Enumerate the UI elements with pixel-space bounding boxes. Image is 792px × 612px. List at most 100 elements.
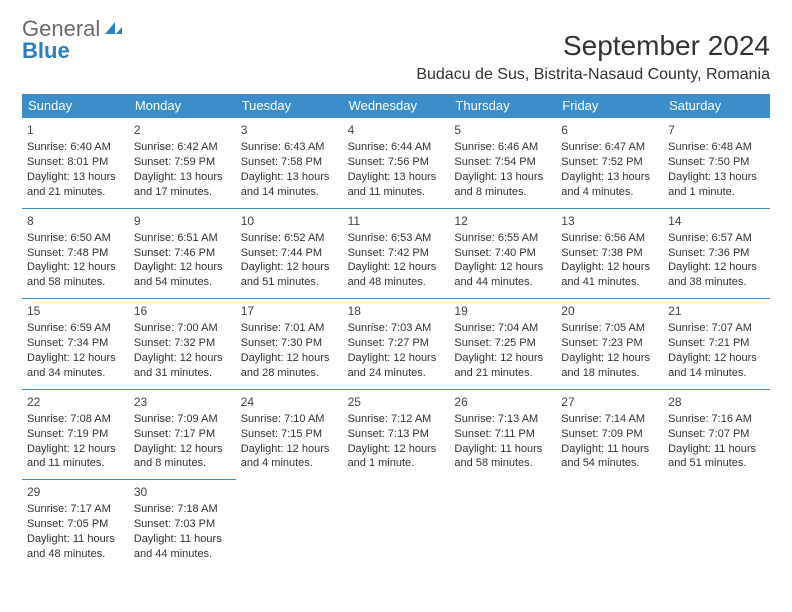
calendar-grid: SundayMondayTuesdayWednesdayThursdayFrid…	[22, 94, 770, 570]
day-number: 7	[668, 122, 765, 138]
sunset-text: Sunset: 7:48 PM	[27, 246, 124, 261]
sunset-text: Sunset: 7:03 PM	[134, 517, 231, 532]
sunrise-text: Sunrise: 6:59 AM	[27, 321, 124, 336]
sunrise-text: Sunrise: 7:13 AM	[454, 412, 551, 427]
sunset-text: Sunset: 7:09 PM	[561, 427, 658, 442]
calendar-cell: 9Sunrise: 6:51 AMSunset: 7:46 PMDaylight…	[129, 208, 236, 299]
day-number: 29	[27, 484, 124, 500]
calendar-cell: 30 Sunrise: 7:18 AMSunset: 7:03 PMDayligh…	[129, 479, 236, 570]
sunset-text: Sunset: 7:11 PM	[454, 427, 551, 442]
sunset-text: Sunset: 7:42 PM	[348, 246, 445, 261]
calendar-cell: 13 Sunrise: 6:56 AMSunset: 7:38 PMDayligh…	[556, 208, 663, 299]
sunrise-text: Sunrise: 6:47 AM	[561, 140, 658, 155]
sunrise-text: Sunrise: 6:42 AM	[134, 140, 231, 155]
page-title: September 2024	[563, 30, 770, 62]
daylight-text: Daylight: 11 hours and 54 minutes.	[561, 442, 658, 472]
sunrise-text: Sunrise: 7:07 AM	[668, 321, 765, 336]
sunset-text: Sunset: 7:21 PM	[668, 336, 765, 351]
logo: General Blue	[22, 18, 123, 62]
day-number: 28	[668, 394, 765, 410]
sunrise-text: Sunrise: 7:05 AM	[561, 321, 658, 336]
sunset-text: Sunset: 7:40 PM	[454, 246, 551, 261]
day-number: 23	[134, 394, 231, 410]
sunset-text: Sunset: 7:59 PM	[134, 155, 231, 170]
sunset-text: Sunset: 7:25 PM	[454, 336, 551, 351]
day-number: 17	[241, 303, 338, 319]
daylight-text: Daylight: 11 hours and 44 minutes.	[134, 532, 231, 562]
sunrise-text: Sunrise: 6:55 AM	[454, 231, 551, 246]
sunset-text: Sunset: 7:38 PM	[561, 246, 658, 261]
daylight-text: Daylight: 12 hours and 41 minutes.	[561, 260, 658, 290]
day-number: 12	[454, 213, 551, 229]
calendar-cell: 29Sunrise: 7:17 AMSunset: 7:05 PMDayligh…	[22, 479, 129, 570]
day-header: Friday	[556, 94, 663, 117]
daylight-text: Daylight: 12 hours and 48 minutes.	[348, 260, 445, 290]
sunset-text: Sunset: 7:32 PM	[134, 336, 231, 351]
sunset-text: Sunset: 7:30 PM	[241, 336, 338, 351]
sunrise-text: Sunrise: 7:09 AM	[134, 412, 231, 427]
sunset-text: Sunset: 7:19 PM	[27, 427, 124, 442]
daylight-text: Daylight: 12 hours and 44 minutes.	[454, 260, 551, 290]
sunset-text: Sunset: 7:23 PM	[561, 336, 658, 351]
day-number: 25	[348, 394, 445, 410]
calendar-cell: 17Sunrise: 7:01 AMSunset: 7:30 PMDayligh…	[236, 298, 343, 389]
sunset-text: Sunset: 7:17 PM	[134, 427, 231, 442]
day-number: 22	[27, 394, 124, 410]
daylight-text: Daylight: 13 hours and 11 minutes.	[348, 170, 445, 200]
daylight-text: Daylight: 12 hours and 14 minutes.	[668, 351, 765, 381]
calendar-cell: 26Sunrise: 7:13 AMSunset: 7:11 PMDayligh…	[449, 389, 556, 480]
logo-text-blue: Blue	[22, 38, 70, 63]
calendar-cell: 4Sunrise: 6:44 AMSunset: 7:56 PMDaylight…	[343, 117, 450, 208]
daylight-text: Daylight: 12 hours and 24 minutes.	[348, 351, 445, 381]
sunrise-text: Sunrise: 7:14 AM	[561, 412, 658, 427]
day-number: 4	[348, 122, 445, 138]
day-number: 30	[134, 484, 231, 500]
day-number: 6	[561, 122, 658, 138]
sunrise-text: Sunrise: 7:08 AM	[27, 412, 124, 427]
daylight-text: Daylight: 12 hours and 11 minutes.	[27, 442, 124, 472]
sunrise-text: Sunrise: 7:18 AM	[134, 502, 231, 517]
daylight-text: Daylight: 13 hours and 17 minutes.	[134, 170, 231, 200]
day-header: Sunday	[22, 94, 129, 117]
sunset-text: Sunset: 7:58 PM	[241, 155, 338, 170]
calendar-cell: 15Sunrise: 6:59 AMSunset: 7:34 PMDayligh…	[22, 298, 129, 389]
day-number: 18	[348, 303, 445, 319]
day-number: 1	[27, 122, 124, 138]
day-header: Thursday	[449, 94, 556, 117]
daylight-text: Daylight: 13 hours and 14 minutes.	[241, 170, 338, 200]
day-header: Monday	[129, 94, 236, 117]
sunset-text: Sunset: 7:07 PM	[668, 427, 765, 442]
calendar-cell: 5Sunrise: 6:46 AMSunset: 7:54 PMDaylight…	[449, 117, 556, 208]
daylight-text: Daylight: 11 hours and 48 minutes.	[27, 532, 124, 562]
daylight-text: Daylight: 13 hours and 21 minutes.	[27, 170, 124, 200]
calendar-cell: 22 Sunrise: 7:08 AMSunset: 7:19 PMDayligh…	[22, 389, 129, 480]
location-subtitle: Budacu de Sus, Bistrita-Nasaud County, R…	[22, 66, 770, 84]
calendar-cell: 2 Sunrise: 6:42 AMSunset: 7:59 PMDaylight…	[129, 117, 236, 208]
sunrise-text: Sunrise: 6:56 AM	[561, 231, 658, 246]
calendar-cell: 7Sunrise: 6:48 AMSunset: 7:50 PMDaylight…	[663, 117, 770, 208]
daylight-text: Daylight: 12 hours and 21 minutes.	[454, 351, 551, 381]
sunrise-text: Sunrise: 6:57 AM	[668, 231, 765, 246]
calendar-cell: 28Sunrise: 7:16 AMSunset: 7:07 PMDayligh…	[663, 389, 770, 480]
day-number: 13	[561, 213, 658, 229]
sunset-text: Sunset: 7:46 PM	[134, 246, 231, 261]
day-number: 20	[561, 303, 658, 319]
sunset-text: Sunset: 7:54 PM	[454, 155, 551, 170]
daylight-text: Daylight: 13 hours and 1 minute.	[668, 170, 765, 200]
day-number: 16	[134, 303, 231, 319]
sunset-text: Sunset: 7:13 PM	[348, 427, 445, 442]
daylight-text: Daylight: 13 hours and 8 minutes.	[454, 170, 551, 200]
sunrise-text: Sunrise: 6:52 AM	[241, 231, 338, 246]
daylight-text: Daylight: 12 hours and 1 minute.	[348, 442, 445, 472]
day-number: 5	[454, 122, 551, 138]
sunrise-text: Sunrise: 6:40 AM	[27, 140, 124, 155]
daylight-text: Daylight: 12 hours and 18 minutes.	[561, 351, 658, 381]
calendar-cell: 27Sunrise: 7:14 AMSunset: 7:09 PMDayligh…	[556, 389, 663, 480]
sunrise-text: Sunrise: 6:44 AM	[348, 140, 445, 155]
day-number: 15	[27, 303, 124, 319]
daylight-text: Daylight: 12 hours and 4 minutes.	[241, 442, 338, 472]
sunrise-text: Sunrise: 7:16 AM	[668, 412, 765, 427]
day-number: 2	[134, 122, 231, 138]
sunrise-text: Sunrise: 7:01 AM	[241, 321, 338, 336]
sunset-text: Sunset: 7:36 PM	[668, 246, 765, 261]
